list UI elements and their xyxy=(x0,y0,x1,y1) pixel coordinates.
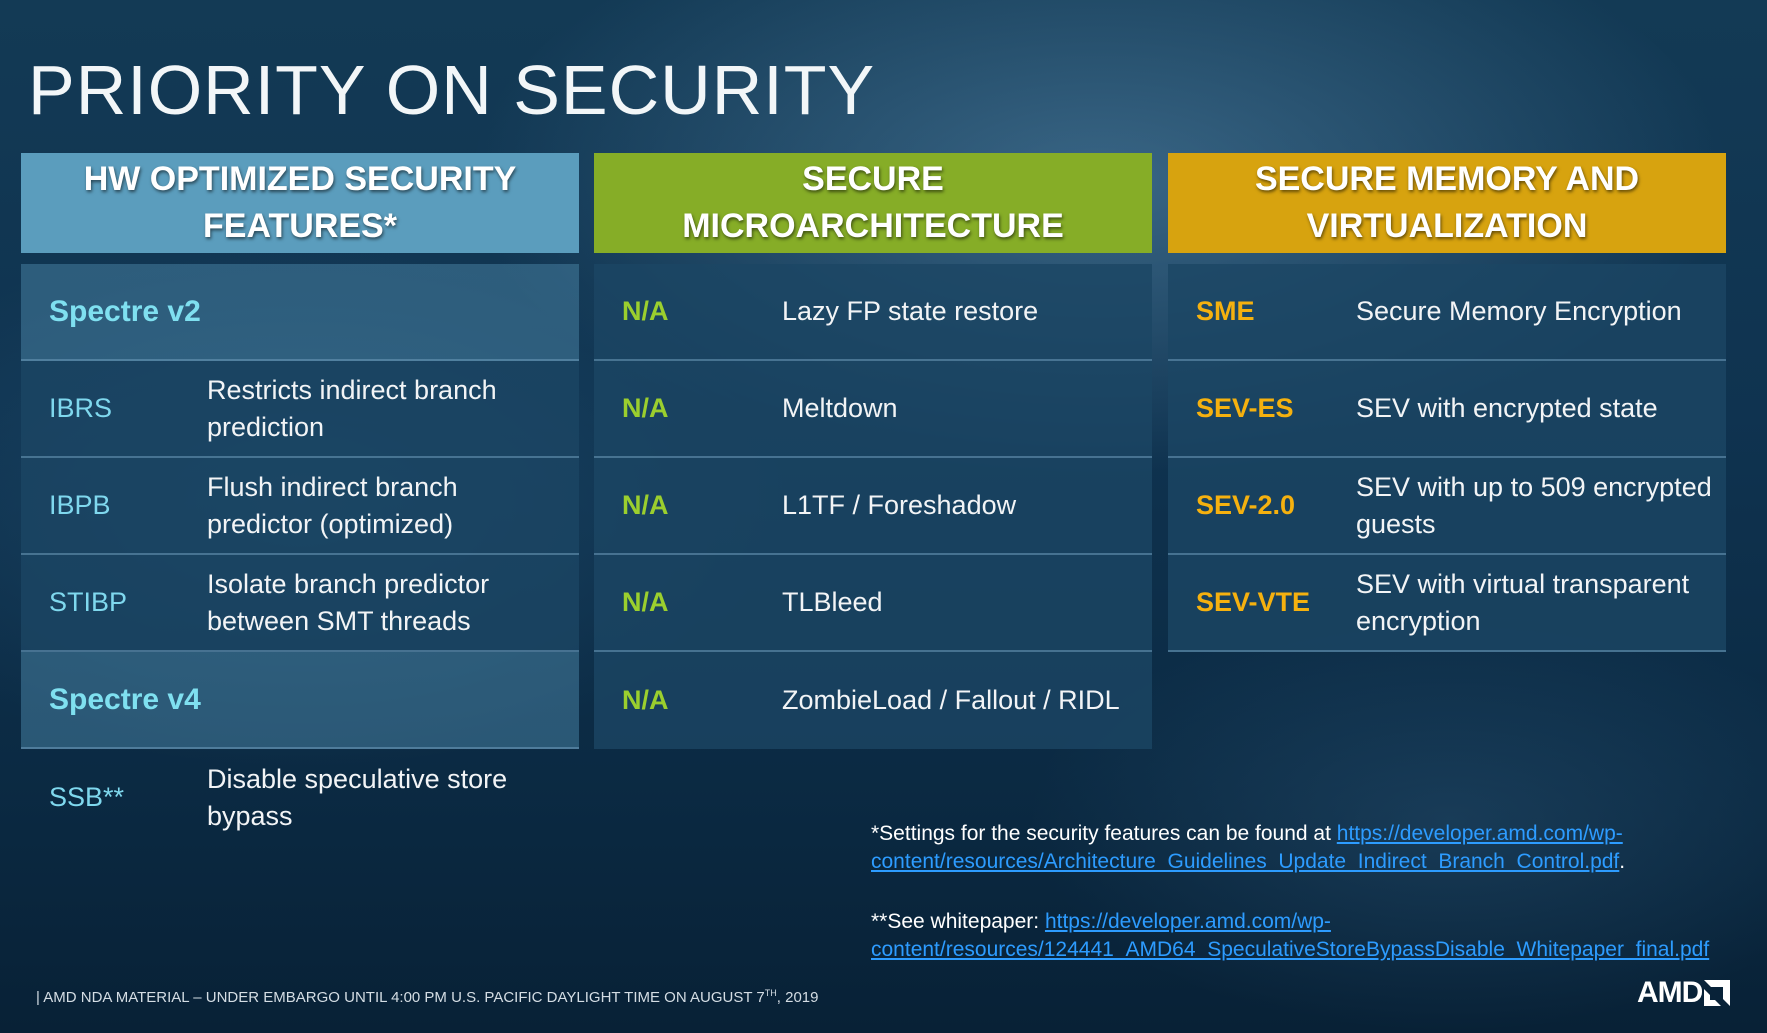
column-hw-optimized-security: HW OPTIMIZED SECURITY FEATURES* Spectre … xyxy=(21,153,579,846)
feature-row-sme: SME Secure Memory Encryption xyxy=(1168,264,1726,361)
feature-row-sev-2-0: SEV-2.0 SEV with up to 509 encrypted gue… xyxy=(1168,458,1726,555)
logo-wordmark: AMD xyxy=(1637,976,1703,1009)
feature-row-stibp: STIBP Isolate branch predictor between S… xyxy=(21,555,579,652)
page-title: PRIORITY ON SECURITY xyxy=(28,51,876,129)
feature-key: SME xyxy=(1196,296,1255,326)
footnotes: *Settings for the security features can … xyxy=(871,820,1751,964)
feature-description: SEV with encrypted state xyxy=(1356,393,1658,423)
section-row-spectre-v4: Spectre v4 xyxy=(21,652,579,749)
feature-row: N/A Lazy FP state restore xyxy=(594,264,1152,361)
feature-list: N/A Lazy FP state restore N/A Meltdown N… xyxy=(594,264,1152,749)
feature-key: SEV-VTE xyxy=(1196,587,1311,617)
feature-row-ibrs: IBRS Restricts indirect branch predictio… xyxy=(21,361,579,458)
feature-key: N/A xyxy=(622,490,669,520)
feature-description: SEV with virtual transparent encryption xyxy=(1356,568,1690,636)
feature-description: Meltdown xyxy=(782,393,898,423)
column-secure-microarchitecture: SECURE MICROARCHITECTURE N/A Lazy FP sta… xyxy=(594,153,1152,749)
feature-key: IBPB xyxy=(49,490,111,520)
feature-key: SSB** xyxy=(49,782,125,812)
feature-description: Flush indirect branch predictor (optimiz… xyxy=(207,471,458,539)
feature-description: TLBleed xyxy=(782,587,883,617)
feature-row: N/A ZombieLoad / Fallout / RIDL xyxy=(594,652,1152,749)
feature-list: Spectre v2 IBRS Restricts indirect branc… xyxy=(21,264,579,846)
feature-key: STIBP xyxy=(49,587,128,617)
footnote-whitepaper: **See whitepaper: https://developer.amd.… xyxy=(871,908,1751,964)
feature-description: Restricts indirect branch prediction xyxy=(207,374,497,442)
footnote-text: *Settings for the security features can … xyxy=(871,822,1337,845)
footer-text-end: , 2019 xyxy=(776,989,819,1006)
feature-key: N/A xyxy=(622,393,669,423)
feature-row-ibpb: IBPB Flush indirect branch predictor (op… xyxy=(21,458,579,555)
amd-logo: AMD xyxy=(1637,976,1731,1010)
feature-description: L1TF / Foreshadow xyxy=(782,490,1017,520)
feature-description: Isolate branch predictor between SMT thr… xyxy=(207,568,490,636)
footer-superscript: TH xyxy=(764,988,777,998)
feature-row: N/A TLBleed xyxy=(594,555,1152,652)
whitepaper-link[interactable]: https://developer.amd.com/wp-content/res… xyxy=(871,910,1710,961)
feature-row-sev-es: SEV-ES SEV with encrypted state xyxy=(1168,361,1726,458)
column-secure-memory-virtualization: SECURE MEMORY AND VIRTUALIZATION SME Sec… xyxy=(1168,153,1726,652)
footnote-end: . xyxy=(1619,850,1626,873)
section-label: Spectre v4 xyxy=(49,682,201,716)
feature-row: N/A Meltdown xyxy=(594,361,1152,458)
feature-description: ZombieLoad / Fallout / RIDL xyxy=(782,685,1120,715)
feature-row-ssb: SSB** Disable speculative store bypass xyxy=(21,749,579,846)
footnote-text: **See whitepaper: xyxy=(871,910,1045,933)
column-header: HW OPTIMIZED SECURITY FEATURES* xyxy=(21,153,579,253)
feature-list: SME Secure Memory Encryption SEV-ES SEV … xyxy=(1168,264,1726,652)
feature-key: SEV-ES xyxy=(1196,393,1294,423)
feature-description: Disable speculative store bypass xyxy=(207,763,508,831)
feature-key: IBRS xyxy=(49,393,113,423)
feature-key: N/A xyxy=(622,587,669,617)
feature-key: N/A xyxy=(622,685,669,715)
column-header: SECURE MEMORY AND VIRTUALIZATION xyxy=(1168,153,1726,253)
section-label: Spectre v2 xyxy=(49,294,201,328)
column-header: SECURE MICROARCHITECTURE xyxy=(594,153,1152,253)
feature-description: Secure Memory Encryption xyxy=(1356,296,1682,326)
feature-row: N/A L1TF / Foreshadow xyxy=(594,458,1152,555)
feature-row-sev-vte: SEV-VTE SEV with virtual transparent enc… xyxy=(1168,555,1726,652)
settings-guide-link[interactable]: https://developer.amd.com/wp-content/res… xyxy=(871,822,1623,873)
section-row-spectre-v2: Spectre v2 xyxy=(21,264,579,361)
feature-key: SEV-2.0 xyxy=(1196,490,1296,520)
footnote-settings: *Settings for the security features can … xyxy=(871,820,1751,876)
feature-description: SEV with up to 509 encrypted guests xyxy=(1356,471,1712,539)
footer-text: | AMD NDA MATERIAL – UNDER EMBARGO UNTIL… xyxy=(36,989,765,1006)
feature-description: Lazy FP state restore xyxy=(782,296,1039,326)
amd-arrow-icon xyxy=(1704,980,1731,1006)
feature-key: N/A xyxy=(622,296,669,326)
embargo-footer: | AMD NDA MATERIAL – UNDER EMBARGO UNTIL… xyxy=(36,988,819,1006)
